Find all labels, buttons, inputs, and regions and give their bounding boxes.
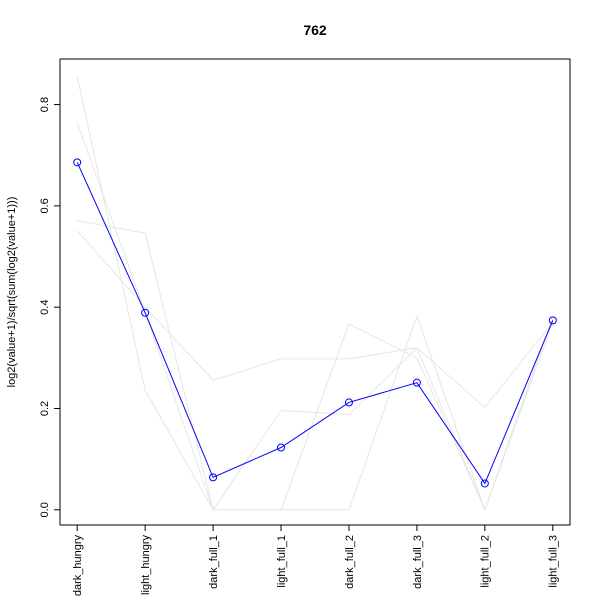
- data-point-dark_full_3: [412, 378, 421, 387]
- x-tick-label: light_full_2: [480, 535, 492, 588]
- y-tick-label: 0.8: [39, 97, 51, 112]
- highlight-series-points: [73, 158, 557, 488]
- y-tick-label: 0.6: [39, 198, 51, 213]
- y-tick-label: 0.4: [39, 300, 51, 315]
- x-tick-label: dark_full_3: [412, 535, 424, 589]
- x-tick-label: light_full_1: [276, 535, 288, 588]
- data-point-dark_full_1: [209, 473, 218, 482]
- y-tick-label: 0.2: [39, 401, 51, 416]
- highlight-series-line: [76, 162, 554, 485]
- data-point-light_hungry: [141, 308, 150, 317]
- background-series-lines: [76, 76, 554, 512]
- data-point-light_full_2: [480, 479, 489, 488]
- x-tick-label: light_hungry: [140, 535, 152, 595]
- data-point-dark_hungry: [73, 158, 82, 167]
- plot-frame: [59, 58, 571, 526]
- y-tick-label: 0.0: [39, 502, 51, 517]
- x-tick-label: dark_full_2: [344, 535, 356, 589]
- data-point-light_full_1: [277, 443, 286, 452]
- background-series-line-2: [76, 122, 554, 512]
- background-series-line-3: [77, 220, 554, 512]
- background-series-line-1: [76, 76, 554, 512]
- y-axis: 0.0 0.2 0.4 0.6 0.8: [39, 97, 61, 517]
- x-axis: dark_hungry light_hungry dark_full_1 light_…: [72, 524, 560, 597]
- x-tick-label: dark_hungry: [72, 535, 84, 597]
- x-tick-label: dark_full_1: [208, 535, 220, 589]
- background-series-line-4: [76, 230, 554, 409]
- chart-title: 762: [303, 22, 327, 38]
- data-point-light_full_3: [548, 316, 557, 325]
- highlight-series-line-path: [76, 162, 554, 485]
- x-tick-label: light_full_3: [548, 535, 560, 588]
- y-axis-label: log2(value+1)/sqrt(sum(log2(value+1))): [6, 197, 18, 388]
- data-point-dark_full_2: [344, 398, 353, 407]
